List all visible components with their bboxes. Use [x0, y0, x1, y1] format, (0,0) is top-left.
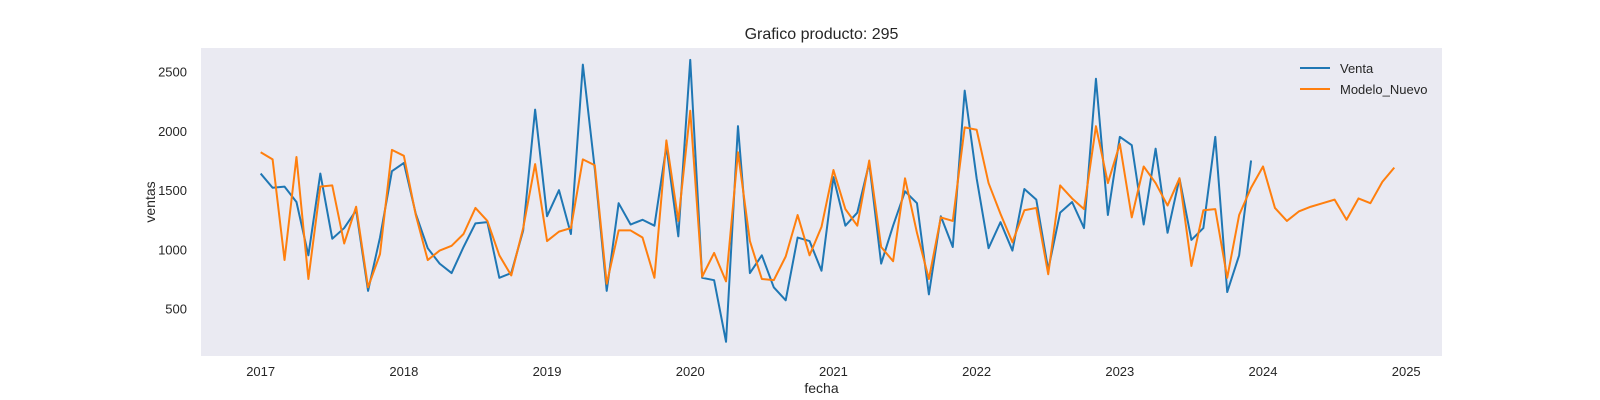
x-tick-label: 2024 — [1249, 364, 1278, 379]
series-line-modelo-nuevo — [260, 109, 1396, 289]
legend-label: Modelo_Nuevo — [1340, 82, 1427, 97]
legend: Venta Modelo_Nuevo — [1300, 61, 1427, 97]
x-tick-label: 2022 — [962, 364, 991, 379]
y-axis-title: ventas — [142, 181, 158, 222]
legend-item: Modelo_Nuevo — [1300, 82, 1427, 97]
x-tick-label: 2020 — [676, 364, 705, 379]
x-tick-label: 2023 — [1105, 364, 1134, 379]
x-axis-title: fecha — [804, 380, 838, 396]
x-tick-label: 2018 — [389, 364, 418, 379]
x-tick-label: 2019 — [533, 364, 562, 379]
y-tick-label: 500 — [165, 302, 187, 317]
legend-label: Venta — [1340, 61, 1374, 76]
y-tick-label: 2500 — [158, 65, 187, 80]
x-axis: 2017 2018 2019 2020 2021 2022 2023 2024 2025 — [246, 364, 1420, 379]
x-tick-label: 2017 — [246, 364, 275, 379]
x-tick-label: 2025 — [1392, 364, 1421, 379]
legend-item: Venta — [1300, 61, 1374, 76]
y-axis: 500 1000 1500 2000 2500 — [158, 65, 187, 317]
y-tick-label: 1500 — [158, 183, 187, 198]
y-tick-label: 2000 — [158, 124, 187, 139]
x-tick-label: 2021 — [819, 364, 848, 379]
plot-area — [201, 48, 1442, 356]
chart-title: Grafico producto: 295 — [745, 26, 899, 43]
series-line-venta — [259, 58, 1253, 343]
y-tick-label: 1000 — [158, 242, 187, 257]
series-lines — [259, 58, 1396, 343]
